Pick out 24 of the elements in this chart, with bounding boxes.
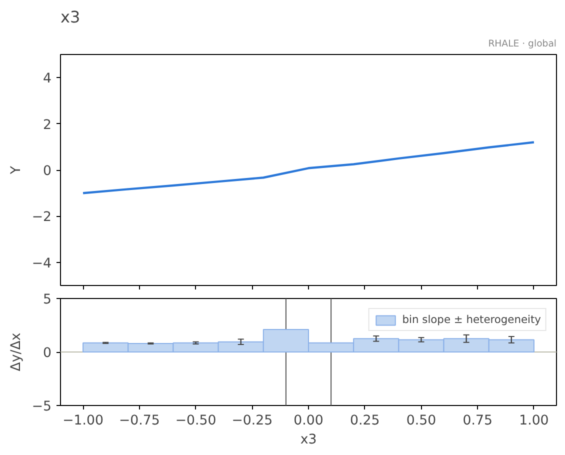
x-tick-label: 0.50 xyxy=(406,414,436,428)
y-axis-title: Δy/Δx xyxy=(8,332,24,372)
text: RHALE · global xyxy=(488,38,556,50)
y-tick-label: −2 xyxy=(32,210,52,226)
line-series xyxy=(82,141,536,194)
y-tick-label: −4 xyxy=(32,256,52,272)
y-tick-label: 5 xyxy=(43,292,52,308)
x-tick-label: 1.00 xyxy=(519,414,549,428)
legend-label: bin slope ± heterogeneity xyxy=(402,313,541,326)
x-tick-label: −0.50 xyxy=(175,414,216,428)
y-tick-label: −5 xyxy=(32,400,52,414)
y-tick-label: 4 xyxy=(43,72,52,87)
x-tick-label: −0.25 xyxy=(232,414,273,428)
x-tick-label: 0.25 xyxy=(350,414,380,428)
x-tick-label: 0.00 xyxy=(294,414,324,428)
y-tick-label: 2 xyxy=(43,118,52,133)
y-tick-label: 0 xyxy=(43,346,52,361)
x-tick-label: −0.75 xyxy=(118,414,160,428)
y-tick-label: 0 xyxy=(43,164,52,179)
chart-title: x3 xyxy=(60,8,80,26)
y-axis-title: Y xyxy=(8,165,24,176)
x-tick-label: 0.75 xyxy=(462,414,492,428)
x-tick-label: −1.00 xyxy=(62,414,104,428)
x-axis-title: x3 xyxy=(300,432,317,448)
